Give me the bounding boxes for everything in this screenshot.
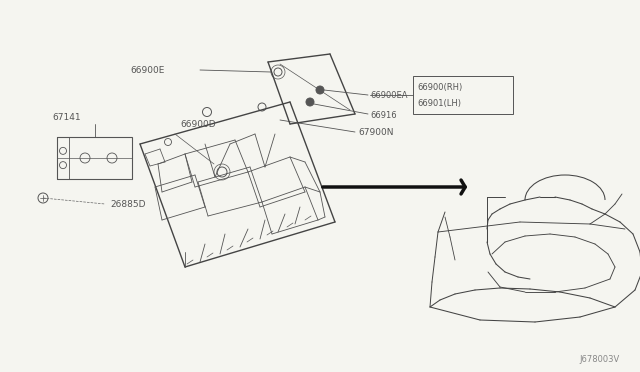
Text: 67900N: 67900N	[358, 128, 394, 137]
Bar	[57, 137, 132, 179]
Bar	[413, 76, 513, 114]
Bar	[57, 137, 69, 179]
Text: 66900E: 66900E	[130, 65, 164, 74]
Text: 66916: 66916	[370, 110, 397, 119]
Circle shape	[316, 86, 324, 94]
Circle shape	[306, 98, 314, 106]
Text: J678003V: J678003V	[580, 356, 620, 365]
Text: 66900D: 66900D	[180, 119, 216, 128]
Text: 66901(LH): 66901(LH)	[417, 99, 461, 108]
Text: 26885D: 26885D	[110, 199, 145, 208]
Text: 66900(RH): 66900(RH)	[417, 83, 462, 92]
Text: 67141: 67141	[52, 112, 81, 122]
Text: 66900EA: 66900EA	[370, 90, 408, 99]
